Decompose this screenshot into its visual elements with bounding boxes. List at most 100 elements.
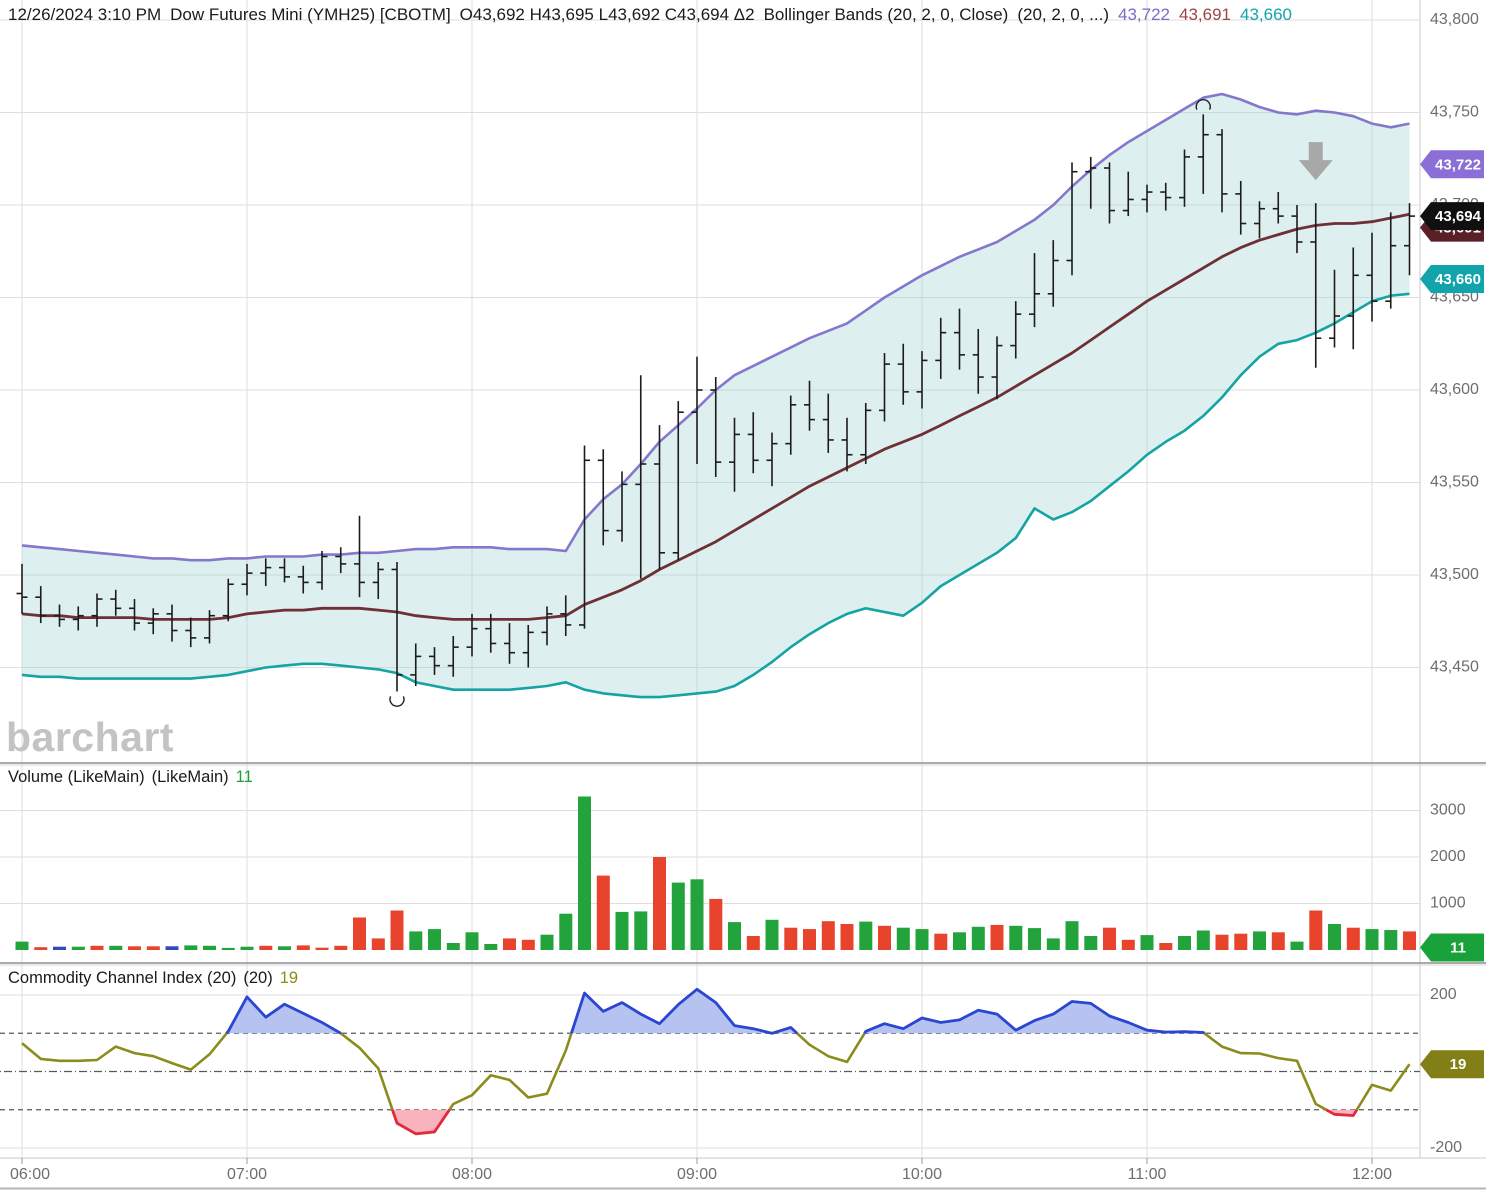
volume-bar [690, 879, 704, 950]
svg-text:10:00: 10:00 [902, 1166, 942, 1183]
quote-header: 12/26/2024 3:10 PM Dow Futures Mini (YMH2… [8, 5, 1301, 25]
svg-text:3000: 3000 [1430, 802, 1466, 819]
volume-bar [1253, 931, 1266, 950]
svg-text:43,500: 43,500 [1430, 566, 1479, 583]
svg-text:200: 200 [1430, 986, 1457, 1003]
volume-bar [34, 947, 48, 950]
volume-bar [578, 796, 591, 950]
volume-bar [1328, 924, 1341, 950]
volume-bar [1178, 936, 1191, 950]
volume-bar [203, 945, 216, 950]
svg-text:43,694: 43,694 [1435, 208, 1482, 225]
price-bars [16, 114, 1415, 692]
svg-text:43,550: 43,550 [1430, 474, 1479, 491]
volume-bar [784, 927, 798, 950]
volume-bar [1215, 934, 1229, 950]
volume-bar [1084, 936, 1098, 950]
svg-text:43,600: 43,600 [1430, 381, 1479, 398]
volume-bar [1140, 935, 1154, 950]
volume-label: Volume (LikeMain) [8, 768, 145, 786]
volume-bar [596, 875, 610, 950]
down-arrow-icon [1298, 142, 1333, 181]
volume-bar [934, 933, 948, 950]
volume-bar [765, 919, 779, 950]
study-params: (20, 2, 0, ...) [1017, 5, 1109, 24]
svg-text:07:00: 07:00 [227, 1166, 267, 1183]
price-badge [1420, 933, 1484, 962]
cci-plot [0, 987, 1420, 1136]
volume-bar [109, 945, 123, 950]
time-axis: 06:00 07:00 08:00 09:00 10:00 11:00 12:00 [10, 1158, 1392, 1183]
volume-bar [1309, 910, 1323, 950]
volume-bar [240, 946, 254, 950]
volume-bar [615, 911, 629, 950]
volume-bar [634, 911, 648, 950]
volume-value: 11 [235, 768, 253, 786]
watermark-logo: barchart [6, 714, 175, 760]
volume-bar [1196, 930, 1210, 950]
volume-bar [1346, 927, 1360, 950]
volume-bar [653, 857, 666, 950]
volume-bar [1065, 921, 1079, 950]
volume-bar [540, 934, 554, 950]
volume-bar [465, 932, 479, 950]
volume-bar [1028, 928, 1041, 950]
study-label: Bollinger Bands (20, 2, 0, Close) [763, 5, 1009, 24]
volume-bar [484, 944, 498, 950]
volume-bar [803, 929, 816, 950]
price-badge [1420, 1050, 1484, 1079]
volume-bar [896, 927, 910, 950]
volume-bar [259, 945, 273, 950]
cycle-marker-high [1195, 99, 1211, 110]
volume-bar [878, 925, 891, 950]
volume-bar [371, 938, 385, 950]
price-badge [1420, 202, 1484, 231]
volume-bar [990, 924, 1004, 950]
volume-bar [165, 946, 179, 950]
band-lower-value: 43,660 [1240, 5, 1292, 24]
volume-bar [184, 945, 198, 950]
band-upper-value: 43,722 [1118, 5, 1170, 24]
svg-text:43,660: 43,660 [1435, 271, 1481, 288]
volume-bar [71, 946, 85, 950]
volume-bar [1121, 939, 1135, 950]
volume-bar [1365, 929, 1379, 950]
volume-bar [221, 947, 235, 950]
volume-bar [521, 939, 535, 950]
svg-text:09:00: 09:00 [677, 1166, 717, 1183]
svg-text:11: 11 [1450, 939, 1466, 956]
volume-bar [1403, 931, 1416, 950]
volume-bar [1384, 930, 1398, 950]
svg-text:43,722: 43,722 [1435, 156, 1481, 173]
volume-bar [334, 945, 348, 950]
volume-bar [1046, 938, 1060, 950]
svg-text:43,800: 43,800 [1430, 11, 1479, 28]
volume-bar [821, 921, 835, 950]
svg-text:1000: 1000 [1430, 895, 1466, 912]
quote-datetime: 12/26/2024 3:10 PM [8, 5, 162, 24]
volume-bar [559, 913, 573, 950]
svg-text:43,450: 43,450 [1430, 659, 1479, 676]
cci-panel-header: Commodity Channel Index (20) (20) 19 [8, 969, 305, 988]
volume-bar [53, 946, 66, 950]
volume-bar [915, 929, 929, 950]
cci-label: Commodity Channel Index (20) [8, 969, 237, 987]
volume-bar [390, 910, 404, 950]
volume-bar [1103, 927, 1116, 950]
svg-text:19: 19 [1450, 1056, 1467, 1073]
volume-label-2: (LikeMain) [151, 768, 229, 786]
svg-text:-200: -200 [1430, 1139, 1462, 1156]
band-middle-line [21, 212, 1410, 621]
svg-text:12:00: 12:00 [1352, 1166, 1392, 1183]
volume-bar [1159, 943, 1173, 950]
volume-bar [446, 943, 460, 950]
quote-ohlc: O43,692 H43,695 L43,692 C43,694 Δ2 [459, 5, 755, 24]
volume-bar [709, 898, 723, 950]
volume-bar [428, 929, 441, 950]
volume-bar [1009, 925, 1023, 950]
volume-panel-header: Volume (LikeMain) (LikeMain) 11 [8, 768, 260, 787]
volume-bar [409, 931, 423, 950]
